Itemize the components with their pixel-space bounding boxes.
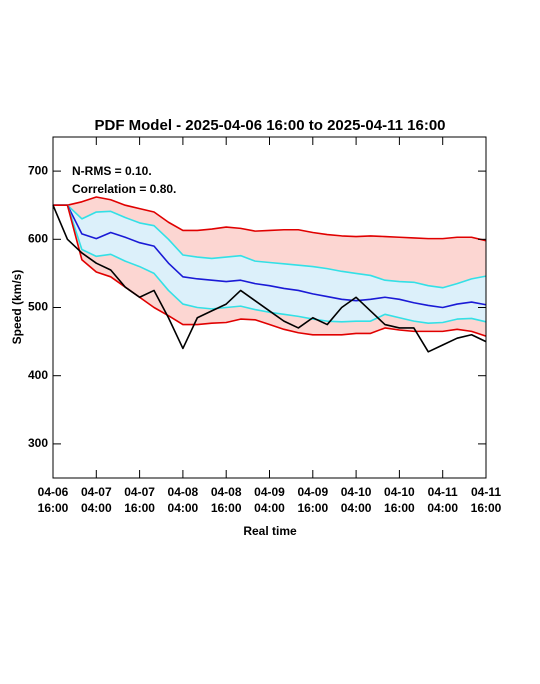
annotation: N-RMS = 0.10. bbox=[72, 164, 152, 178]
x-tick-label: 04-09 04:00 bbox=[254, 485, 285, 515]
x-tick-label: 04-06 16:00 bbox=[37, 485, 69, 515]
y-tick-label: 300 bbox=[28, 436, 48, 450]
chart-title: PDF Model - 2025-04-06 16:00 to 2025-04-… bbox=[94, 117, 445, 134]
x-tick-label: 04-09 16:00 bbox=[297, 485, 329, 515]
y-tick-label: 600 bbox=[28, 231, 48, 245]
x-tick-label: 04-07 04:00 bbox=[80, 485, 112, 515]
x-tick-label: 04-08 16:00 bbox=[210, 485, 242, 515]
y-tick-label: 700 bbox=[28, 163, 48, 177]
x-tick-label: 04-10 16:00 bbox=[384, 485, 415, 515]
y-tick-label: 500 bbox=[28, 300, 48, 314]
annotation: Correlation = 0.80. bbox=[72, 182, 176, 196]
x-tick-label: 04-08 04:00 bbox=[167, 485, 199, 515]
series-line bbox=[52, 204, 487, 353]
x-axis-label: Real time bbox=[243, 524, 297, 538]
y-axis-label: Speed (km/s) bbox=[10, 270, 24, 345]
x-tick-label: 04-11 04:00 bbox=[427, 485, 459, 515]
y-tick-label: 400 bbox=[28, 368, 48, 382]
series-line bbox=[53, 204, 487, 324]
band-fill bbox=[53, 205, 486, 324]
series-line bbox=[53, 204, 487, 289]
x-tick-label: 04-11 16:00 bbox=[470, 485, 502, 515]
x-tick-label: 04-07 16:00 bbox=[124, 485, 155, 515]
series-line bbox=[53, 196, 487, 242]
x-tick-label: 04-10 04:00 bbox=[340, 485, 372, 515]
series-line bbox=[53, 204, 487, 309]
